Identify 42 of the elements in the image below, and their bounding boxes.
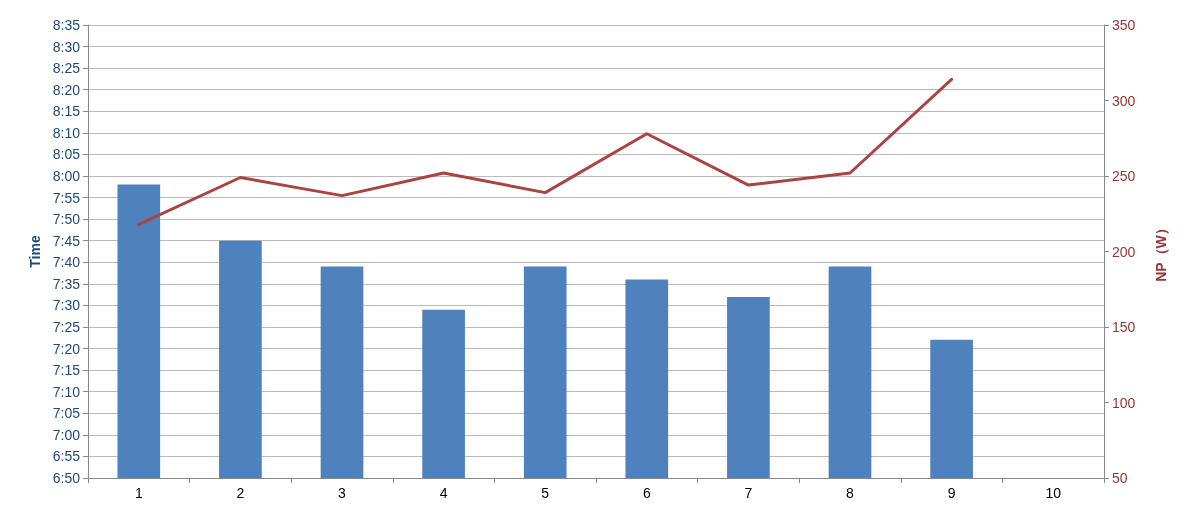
y-tick-label: 7:40 — [52, 254, 81, 271]
y-tick-label: 7:55 — [52, 189, 81, 206]
y-tick-label: 7:30 — [52, 297, 81, 314]
x-tick-label: 5 — [541, 485, 550, 501]
y2-tick-label: 350 — [1112, 17, 1136, 33]
y-tick-label: 7:05 — [52, 405, 81, 422]
x-tick-label: 7 — [744, 485, 753, 501]
y-tick-label: 7:20 — [52, 340, 81, 357]
x-tick-label: 10 — [1045, 485, 1062, 501]
y-tick-label: 8:35 — [52, 17, 81, 33]
y2-tick-label: 50 — [1112, 470, 1128, 486]
y-tick-label: 8:30 — [52, 38, 81, 55]
y-tick-label: 6:55 — [52, 448, 81, 465]
line-series — [137, 77, 954, 226]
y-tick-label: 8:10 — [52, 124, 81, 141]
y-tick-label: 7:15 — [52, 362, 81, 379]
x-tick-label: 6 — [642, 485, 651, 501]
y-tick-label: 8:05 — [52, 146, 81, 163]
x-tick-label: 2 — [236, 485, 245, 501]
y2-tick-label: 100 — [1112, 394, 1136, 411]
y-tick-label: 8:25 — [52, 60, 81, 77]
y-tick-label: 7:00 — [52, 426, 81, 443]
y2-axis-title: NP（W） — [1153, 221, 1169, 282]
x-tick-label: 8 — [846, 485, 855, 501]
y-tick-label: 7:45 — [52, 232, 81, 249]
y-tick-label: 6:50 — [52, 470, 81, 486]
x-tick-label: 9 — [947, 485, 956, 501]
x-tick-label: 4 — [439, 485, 448, 501]
x-tick-label: 1 — [134, 485, 143, 501]
y2-tick-label: 200 — [1112, 243, 1136, 260]
y-tick-label: 7:50 — [52, 211, 81, 228]
y2-tick-label: 150 — [1112, 319, 1136, 335]
y-tick-label: 7:35 — [52, 275, 81, 292]
x-tick-label: 3 — [338, 485, 347, 501]
y2-tick-label: 250 — [1112, 168, 1136, 184]
y-tick-label: 7:25 — [52, 318, 81, 335]
y-tick-label: 8:20 — [52, 81, 81, 98]
y2-tick-label: 300 — [1112, 92, 1136, 109]
y-axis-title: Time — [26, 235, 43, 268]
y-tick-label: 8:15 — [52, 103, 81, 120]
y-tick-label: 8:00 — [52, 167, 81, 184]
y-tick-label: 7:10 — [52, 383, 81, 400]
